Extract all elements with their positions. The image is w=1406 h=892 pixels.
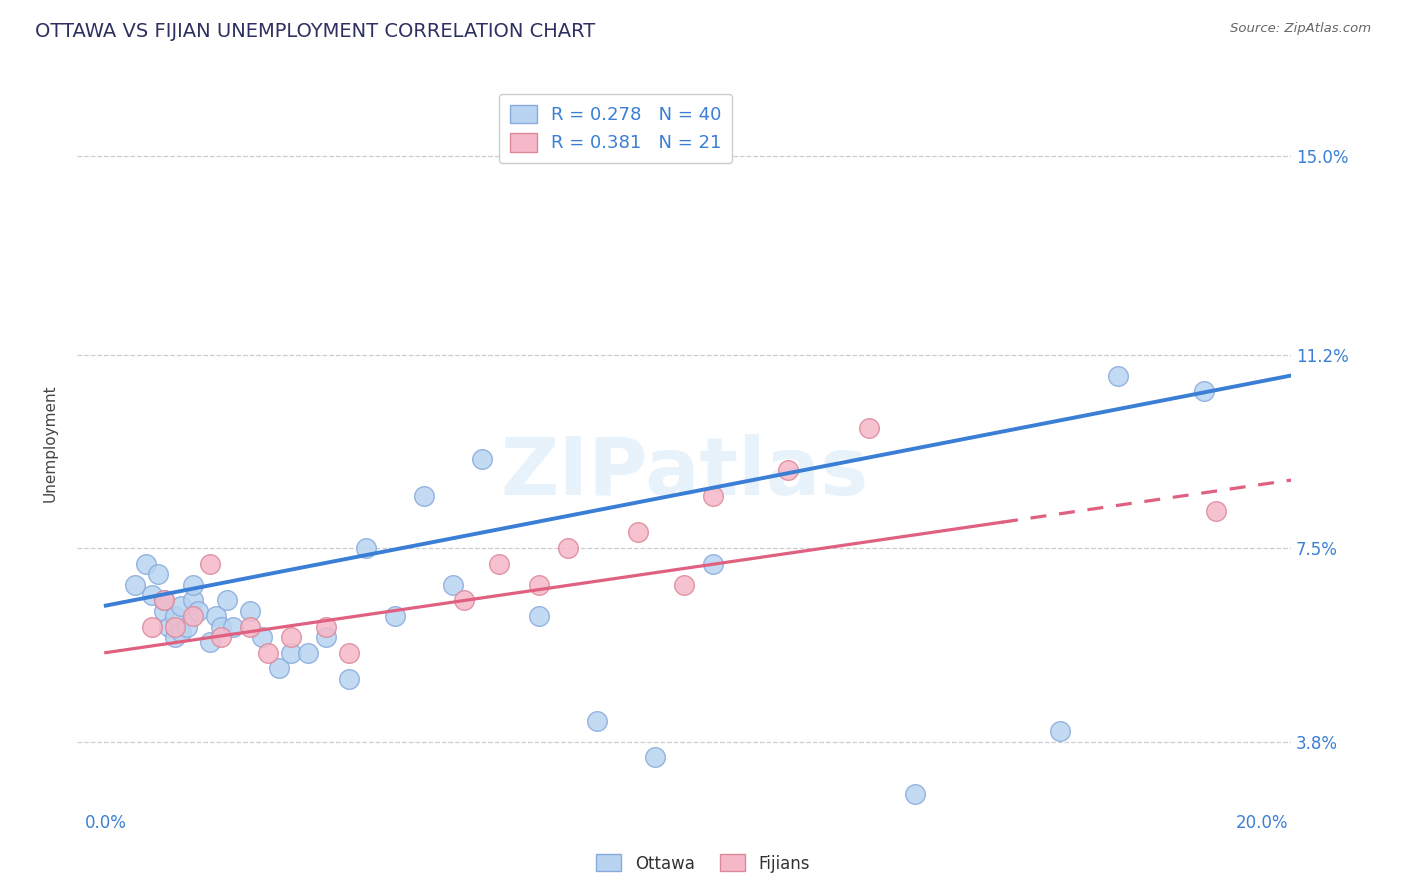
Point bbox=[152, 604, 174, 618]
Point bbox=[1049, 724, 1071, 739]
Point bbox=[337, 672, 360, 686]
Point bbox=[187, 604, 209, 618]
Point bbox=[170, 599, 193, 613]
Point bbox=[165, 630, 187, 644]
Text: ZIPatlas: ZIPatlas bbox=[501, 434, 868, 512]
Point bbox=[170, 624, 193, 639]
Point bbox=[269, 661, 291, 675]
Point bbox=[297, 646, 319, 660]
Point bbox=[256, 646, 278, 660]
Point bbox=[644, 750, 666, 764]
Point bbox=[280, 646, 302, 660]
Point bbox=[529, 609, 551, 624]
Point bbox=[557, 541, 579, 555]
Point bbox=[181, 577, 204, 591]
Point bbox=[412, 489, 434, 503]
Point bbox=[280, 630, 302, 644]
Point bbox=[165, 619, 187, 633]
Point bbox=[627, 525, 650, 540]
Point bbox=[176, 619, 198, 633]
Point bbox=[384, 609, 406, 624]
Point bbox=[250, 630, 273, 644]
Point bbox=[529, 577, 551, 591]
Point bbox=[488, 557, 510, 571]
Point bbox=[135, 557, 157, 571]
Point bbox=[198, 635, 221, 649]
Point bbox=[209, 619, 232, 633]
Point bbox=[146, 567, 169, 582]
Point bbox=[141, 588, 163, 602]
Legend: Ottawa, Fijians: Ottawa, Fijians bbox=[589, 847, 817, 880]
Point bbox=[315, 619, 337, 633]
Point bbox=[165, 609, 187, 624]
Point bbox=[1205, 504, 1227, 518]
Point bbox=[471, 452, 494, 467]
Point bbox=[209, 630, 232, 644]
Point bbox=[337, 646, 360, 660]
Point bbox=[239, 619, 262, 633]
Point bbox=[124, 577, 146, 591]
Point bbox=[222, 619, 245, 633]
Point bbox=[778, 462, 800, 476]
Point bbox=[586, 714, 609, 728]
Point bbox=[239, 604, 262, 618]
Y-axis label: Unemployment: Unemployment bbox=[44, 384, 58, 502]
Point bbox=[315, 630, 337, 644]
Point bbox=[904, 787, 927, 801]
Point bbox=[181, 593, 204, 607]
Point bbox=[702, 557, 724, 571]
Text: OTTAWA VS FIJIAN UNEMPLOYMENT CORRELATION CHART: OTTAWA VS FIJIAN UNEMPLOYMENT CORRELATIO… bbox=[35, 22, 595, 41]
Point bbox=[702, 489, 724, 503]
Point bbox=[1107, 368, 1129, 383]
Point bbox=[441, 577, 464, 591]
Point bbox=[453, 593, 475, 607]
Legend: R = 0.278   N = 40, R = 0.381   N = 21: R = 0.278 N = 40, R = 0.381 N = 21 bbox=[499, 94, 733, 163]
Point bbox=[858, 421, 880, 435]
Point bbox=[181, 609, 204, 624]
Point bbox=[157, 619, 180, 633]
Point bbox=[204, 609, 226, 624]
Point bbox=[1194, 384, 1216, 399]
Point bbox=[354, 541, 377, 555]
Point bbox=[152, 593, 174, 607]
Point bbox=[198, 557, 221, 571]
Point bbox=[217, 593, 239, 607]
Point bbox=[152, 593, 174, 607]
Point bbox=[141, 619, 163, 633]
Text: Source: ZipAtlas.com: Source: ZipAtlas.com bbox=[1230, 22, 1371, 36]
Point bbox=[673, 577, 696, 591]
